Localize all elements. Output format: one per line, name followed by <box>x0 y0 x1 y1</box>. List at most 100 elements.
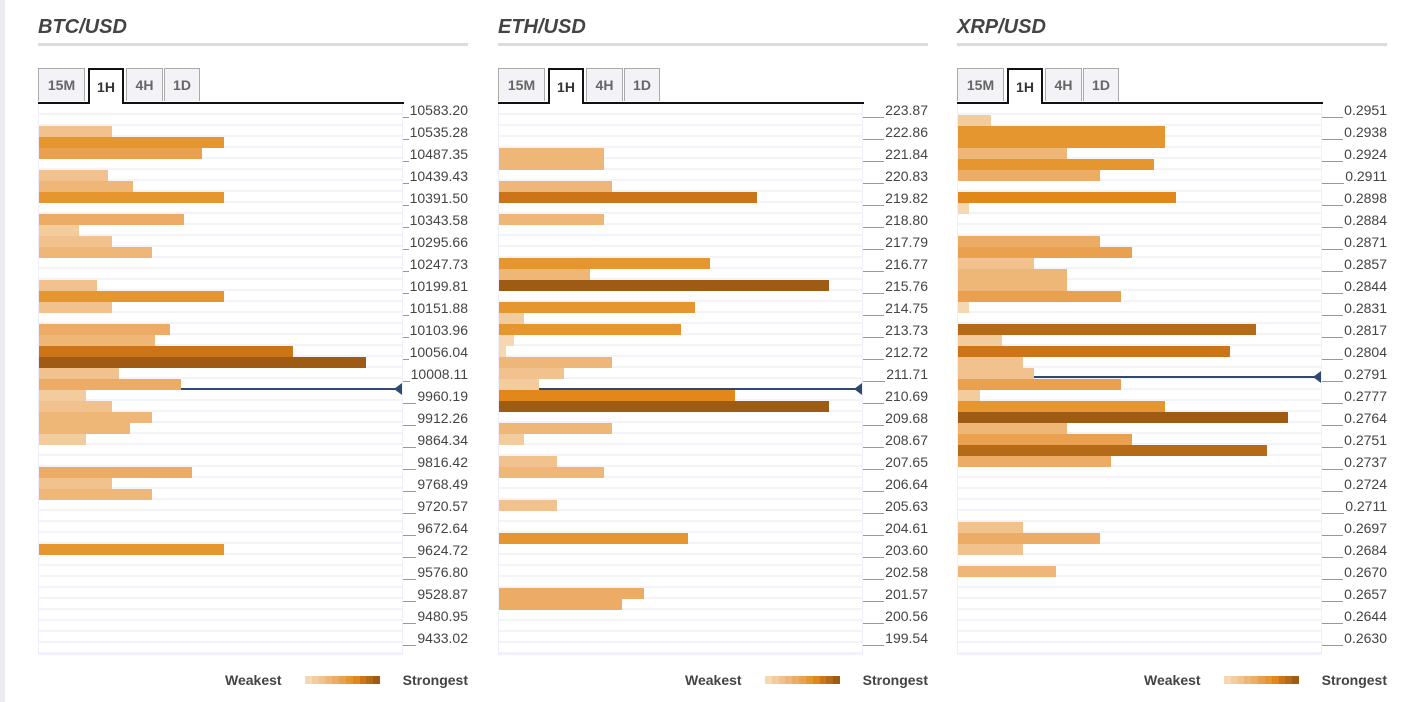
tab-4h[interactable]: 4H <box>126 68 163 101</box>
confluence-bar[interactable] <box>958 170 1100 181</box>
confluence-bar[interactable] <box>958 302 969 313</box>
legend-swatch <box>792 676 800 684</box>
confluence-bar[interactable] <box>39 225 79 236</box>
confluence-bar[interactable] <box>958 566 1056 577</box>
confluence-bar[interactable] <box>499 181 612 192</box>
confluence-bar[interactable] <box>39 236 112 247</box>
tab-4h[interactable]: 4H <box>1045 68 1082 101</box>
confluence-bar[interactable] <box>39 170 108 181</box>
confluence-bar[interactable] <box>499 280 830 291</box>
confluence-bar[interactable] <box>39 467 192 478</box>
confluence-bar[interactable] <box>39 544 225 555</box>
confluence-bar[interactable] <box>39 181 134 192</box>
confluence-bar[interactable] <box>958 544 1024 555</box>
confluence-bar[interactable] <box>39 192 225 203</box>
confluence-bar[interactable] <box>499 335 514 346</box>
confluence-bar[interactable] <box>499 456 558 467</box>
confluence-bar[interactable] <box>958 324 1256 335</box>
confluence-bar[interactable] <box>958 192 1176 203</box>
confluence-bar[interactable] <box>958 533 1100 544</box>
confluence-bar[interactable] <box>39 346 294 357</box>
confluence-bar[interactable] <box>39 137 225 148</box>
confluence-bar[interactable] <box>958 148 1067 159</box>
confluence-bar[interactable] <box>39 379 181 390</box>
confluence-bar[interactable] <box>958 434 1133 445</box>
confluence-bar[interactable] <box>499 533 688 544</box>
confluence-bar[interactable] <box>958 335 1002 346</box>
confluence-bar[interactable] <box>39 478 112 489</box>
confluence-bar[interactable] <box>958 401 1165 412</box>
confluence-bar[interactable] <box>499 599 623 610</box>
price-level-label: 0.2751 <box>1322 432 1387 448</box>
confluence-bar[interactable] <box>958 445 1267 456</box>
confluence-bar[interactable] <box>499 401 830 412</box>
tab-15m[interactable]: 15M <box>38 68 85 101</box>
tab-1d[interactable]: 1D <box>1083 68 1119 101</box>
confluence-bar[interactable] <box>958 247 1133 258</box>
confluence-bar[interactable] <box>499 423 612 434</box>
confluence-bar[interactable] <box>958 258 1035 269</box>
confluence-bar[interactable] <box>499 357 612 368</box>
confluence-bar[interactable] <box>39 434 87 445</box>
confluence-bar[interactable] <box>499 346 507 357</box>
confluence-bar[interactable] <box>39 412 152 423</box>
confluence-bar[interactable] <box>958 357 1024 368</box>
confluence-bar[interactable] <box>39 324 170 335</box>
confluence-bar[interactable] <box>39 126 112 137</box>
confluence-bar[interactable] <box>39 291 225 302</box>
confluence-bar[interactable] <box>39 368 119 379</box>
confluence-bar[interactable] <box>499 214 605 225</box>
confluence-bar[interactable] <box>958 203 969 214</box>
confluence-bar[interactable] <box>958 137 1165 148</box>
confluence-bar[interactable] <box>958 346 1231 357</box>
confluence-bar[interactable] <box>499 313 525 324</box>
tab-1h[interactable]: 1H <box>1007 68 1043 104</box>
confluence-bar[interactable] <box>39 390 87 401</box>
confluence-bar[interactable] <box>499 324 681 335</box>
confluence-bar[interactable] <box>958 412 1289 423</box>
confluence-bar[interactable] <box>958 115 991 126</box>
tab-1h[interactable]: 1H <box>548 68 584 104</box>
confluence-bar[interactable] <box>499 588 645 599</box>
tab-15m[interactable]: 15M <box>498 68 545 101</box>
confluence-bar[interactable] <box>958 269 1067 280</box>
confluence-bar[interactable] <box>39 302 112 313</box>
confluence-bar[interactable] <box>958 280 1067 291</box>
confluence-bar[interactable] <box>958 423 1067 434</box>
confluence-bar[interactable] <box>39 280 98 291</box>
confluence-bar[interactable] <box>958 291 1122 302</box>
confluence-bar[interactable] <box>499 192 757 203</box>
confluence-bar[interactable] <box>499 434 525 445</box>
confluence-bar[interactable] <box>958 456 1111 467</box>
confluence-bar[interactable] <box>958 236 1100 247</box>
confluence-bar[interactable] <box>499 159 605 170</box>
tab-1h[interactable]: 1H <box>88 68 124 104</box>
confluence-bar[interactable] <box>39 423 130 434</box>
confluence-bar[interactable] <box>499 258 710 269</box>
confluence-bar[interactable] <box>39 489 152 500</box>
confluence-bar[interactable] <box>499 467 605 478</box>
confluence-bar[interactable] <box>958 126 1165 137</box>
confluence-bar[interactable] <box>499 379 539 390</box>
confluence-bar[interactable] <box>958 368 1035 379</box>
confluence-bar[interactable] <box>958 522 1024 533</box>
tab-15m[interactable]: 15M <box>957 68 1004 101</box>
confluence-bar[interactable] <box>958 390 980 401</box>
confluence-bar[interactable] <box>39 214 185 225</box>
confluence-bar[interactable] <box>499 302 695 313</box>
confluence-bar[interactable] <box>499 390 735 401</box>
confluence-bar[interactable] <box>39 357 366 368</box>
confluence-bar[interactable] <box>958 159 1154 170</box>
tab-1d[interactable]: 1D <box>624 68 660 101</box>
confluence-bar[interactable] <box>499 500 558 511</box>
confluence-bar[interactable] <box>39 335 156 346</box>
confluence-bar[interactable] <box>499 148 605 159</box>
confluence-bar[interactable] <box>39 401 112 412</box>
confluence-bar[interactable] <box>499 368 565 379</box>
confluence-bar[interactable] <box>39 247 152 258</box>
tab-1d[interactable]: 1D <box>164 68 200 101</box>
confluence-bar[interactable] <box>958 379 1122 390</box>
confluence-bar[interactable] <box>39 148 203 159</box>
tab-4h[interactable]: 4H <box>586 68 623 101</box>
confluence-bar[interactable] <box>499 269 590 280</box>
